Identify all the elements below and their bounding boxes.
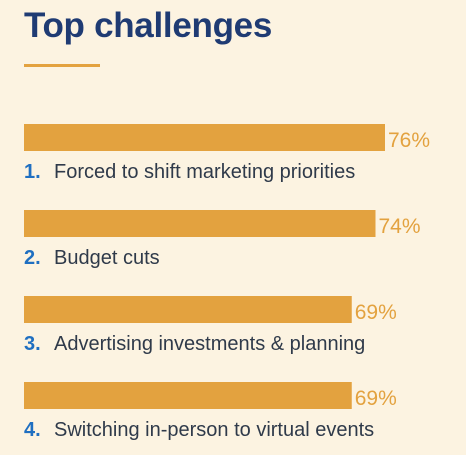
rank-number-1: 1.	[24, 161, 41, 183]
bar-value-label-4: 69%	[355, 387, 397, 410]
bar-value-label-3: 69%	[355, 301, 397, 324]
category-label-3: Advertising investments & planning	[54, 333, 365, 355]
bar-value-label-2: 74%	[379, 215, 421, 238]
rank-number-3: 3.	[24, 333, 41, 355]
bar-value-label-1: 76%	[388, 129, 430, 152]
category-label-2: Budget cuts	[54, 247, 160, 269]
bar-1	[24, 124, 385, 151]
rank-number-2: 2.	[24, 247, 41, 269]
bar-4	[24, 382, 352, 409]
category-label-4: Switching in-person to virtual events	[54, 419, 374, 441]
chart-title: Top challenges	[24, 6, 272, 45]
title-underline	[24, 64, 100, 67]
bar-2	[24, 210, 376, 237]
rank-number-4: 4.	[24, 419, 41, 441]
bar-3	[24, 296, 352, 323]
category-label-1: Forced to shift marketing priorities	[54, 161, 355, 183]
